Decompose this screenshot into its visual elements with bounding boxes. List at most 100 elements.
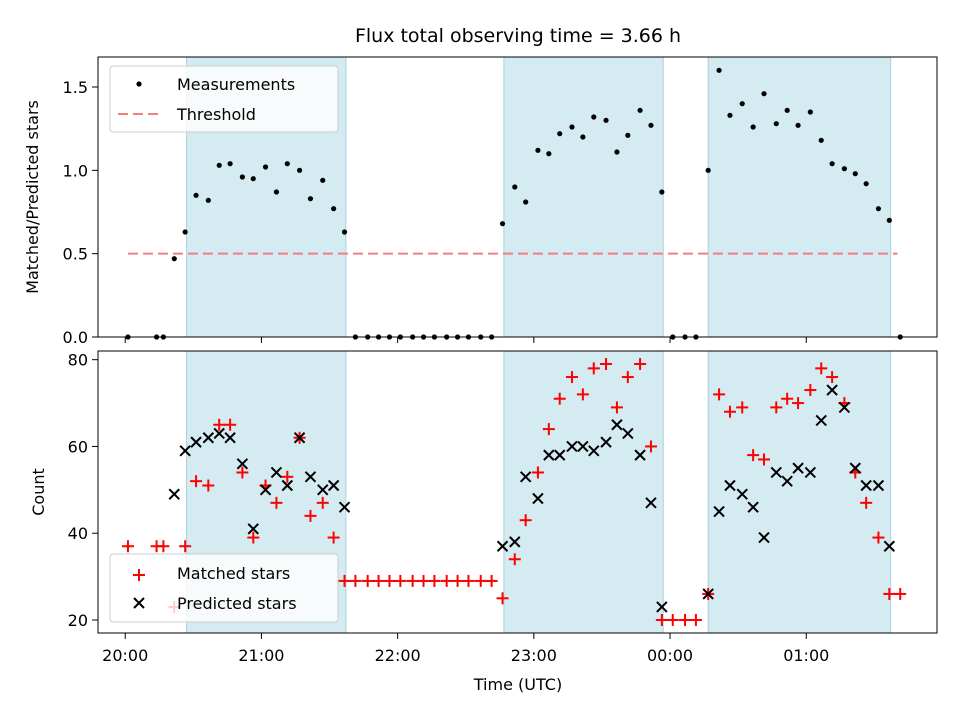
x-tick-label-3: 23:00 — [511, 646, 557, 665]
measurement-point-66 — [886, 217, 892, 223]
predicted-star-point-5 — [224, 432, 236, 444]
matched-star-point-8 — [224, 418, 237, 431]
predicted-star-point-9 — [270, 466, 283, 479]
predicted-star-point-13 — [317, 484, 329, 496]
measurement-point-14 — [296, 167, 303, 173]
top-panel-frame — [97, 56, 938, 338]
measurement-point-3 — [171, 256, 177, 262]
matched-star-point-16 — [316, 496, 329, 509]
measurement-point-64 — [863, 181, 869, 187]
matched-star-point-28 — [451, 574, 464, 587]
y-tick-label-1: 40 — [68, 524, 88, 543]
measurement-point-6 — [205, 197, 211, 203]
measurement-point-58 — [795, 122, 801, 128]
x-axis-label: Time (UTC) — [473, 675, 562, 694]
measurement-point-42 — [614, 149, 620, 155]
matched-star-point-0 — [121, 540, 134, 553]
legend-measurements-label: Measurements — [177, 75, 295, 94]
y-tick-label-2: 1.0 — [63, 161, 88, 180]
matched-star-point-21 — [372, 574, 385, 587]
predicted-star-point-36 — [758, 531, 770, 544]
matched-star-point-25 — [417, 574, 430, 587]
predicted-star-point-25 — [600, 436, 612, 448]
matched-star-point-32 — [496, 592, 509, 605]
matched-star-point-4 — [179, 540, 192, 553]
measurement-point-18 — [341, 229, 348, 235]
measurement-point-46 — [659, 189, 665, 195]
legend-predicted-marker — [133, 597, 145, 609]
matched-star-point-46 — [655, 613, 668, 626]
matched-star-point-2 — [157, 540, 170, 553]
measurement-point-35 — [535, 147, 541, 153]
x-tick-label-1: 21:00 — [238, 646, 284, 665]
matched-star-point-23 — [394, 574, 407, 587]
matched-star-point-27 — [440, 574, 453, 587]
bottom-panel-x-ticks: 20:00 21:00 22:00 23:00 00:00 01:00 — [102, 633, 829, 665]
bottom-legend: Matched stars Predicted stars — [109, 553, 339, 623]
y-tick-label-0: 0.0 — [63, 328, 88, 347]
measurement-point-34 — [523, 199, 529, 205]
matched-star-point-22 — [383, 574, 396, 587]
matched-star-point-26 — [428, 574, 441, 587]
measurement-point-53 — [739, 101, 745, 107]
top-panel-x-ticks — [124, 337, 807, 343]
observing-interval-2 — [707, 350, 892, 634]
matched-star-point-61 — [826, 371, 839, 384]
predicted-star-point-37 — [770, 466, 782, 479]
predicted-star-point-39 — [792, 462, 804, 474]
matched-star-point-67 — [894, 587, 907, 600]
predicted-star-point-3 — [202, 432, 215, 444]
measurement-point-60 — [818, 137, 824, 143]
measurement-point-7 — [216, 162, 222, 168]
x-tick-label-4: 00:00 — [647, 646, 693, 665]
matched-star-point-24 — [406, 574, 419, 587]
x-tick-label-0: 20:00 — [102, 646, 148, 665]
measurement-point-45 — [648, 122, 654, 128]
measurement-point-16 — [320, 177, 326, 183]
matched-star-point-48 — [679, 613, 692, 626]
matched-star-point-58 — [792, 397, 805, 410]
matched-star-point-36 — [542, 423, 555, 436]
predicted-stars-points — [168, 384, 896, 613]
predicted-star-point-33 — [724, 479, 736, 492]
matched-star-point-43 — [621, 371, 634, 384]
bottom-panel-y-axis-label: Count — [29, 468, 48, 516]
predicted-star-point-30 — [656, 601, 668, 613]
matched-star-point-13 — [281, 470, 294, 483]
predicted-star-point-23 — [577, 440, 589, 453]
matched-star-point-44 — [634, 358, 647, 371]
y-tick-label-3: 1.5 — [63, 78, 88, 97]
legend-measurements-marker — [136, 81, 142, 87]
matched-star-point-15 — [304, 509, 317, 522]
matched-star-point-41 — [600, 358, 613, 371]
predicted-star-point-10 — [281, 479, 294, 492]
matched-star-point-45 — [644, 440, 657, 453]
predicted-star-point-22 — [566, 440, 578, 453]
matched-star-point-39 — [576, 388, 589, 401]
matched-star-point-29 — [462, 574, 475, 587]
y-tick-label-2: 60 — [68, 437, 88, 456]
predicted-star-point-43 — [838, 401, 851, 414]
predicted-star-point-20 — [543, 449, 555, 461]
matched-star-point-40 — [587, 362, 600, 375]
measurement-point-56 — [773, 121, 779, 127]
matched-star-point-42 — [610, 401, 623, 414]
predicted-star-point-26 — [611, 419, 623, 431]
predicted-star-point-42 — [826, 384, 838, 396]
predicted-star-point-11 — [293, 432, 306, 444]
top-panel-y-ticks: 0.0 0.5 1.0 1.5 — [63, 78, 98, 347]
top-panel-y-axis-label: Matched/Predicted stars — [23, 100, 42, 294]
measurement-point-15 — [307, 196, 314, 202]
matched-star-point-57 — [781, 392, 794, 405]
legend-predicted-label: Predicted stars — [177, 594, 297, 613]
matched-star-point-53 — [736, 401, 749, 414]
measurement-point-38 — [569, 124, 575, 130]
predicted-star-point-12 — [304, 471, 317, 483]
x-tick-label-5: 01:00 — [783, 646, 829, 665]
matched-star-point-37 — [553, 392, 566, 405]
matched-star-point-33 — [508, 553, 521, 566]
predicted-star-point-0 — [168, 488, 180, 500]
measurement-point-52 — [727, 112, 733, 118]
measurement-point-62 — [841, 166, 847, 172]
